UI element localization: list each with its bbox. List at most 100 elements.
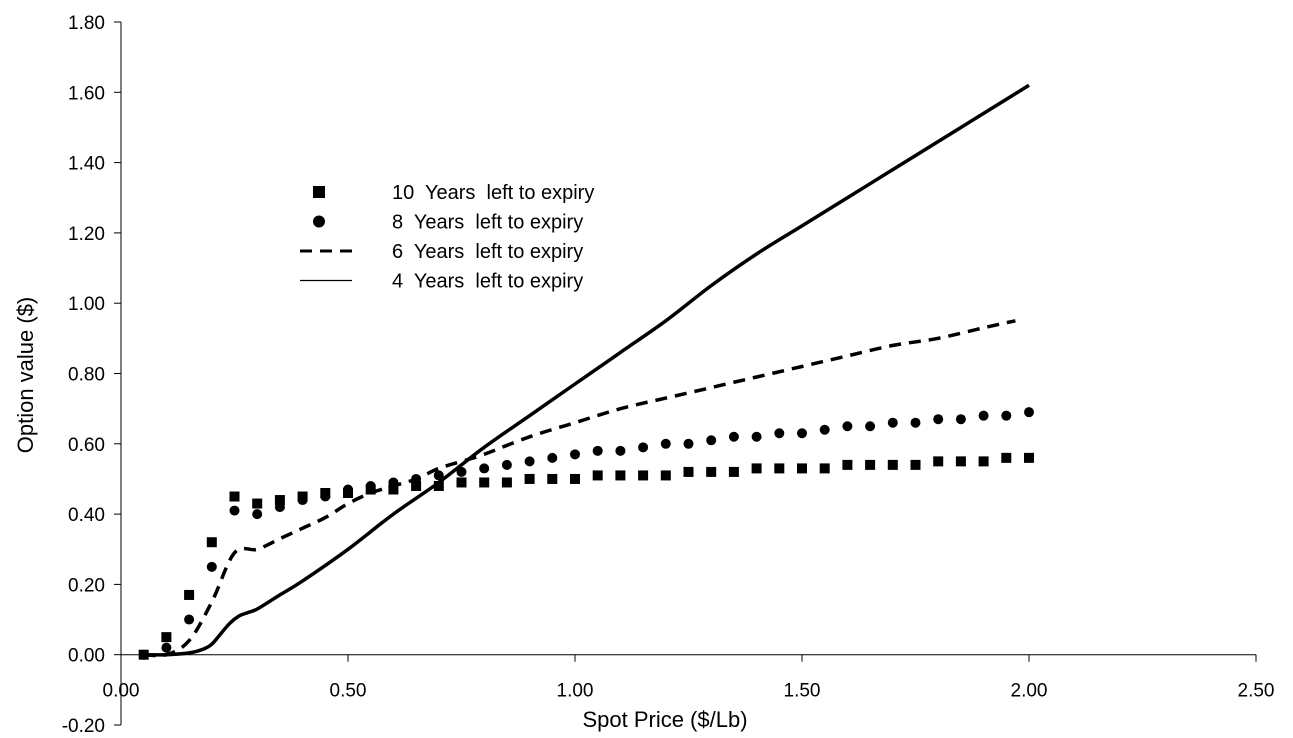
circle-marker <box>547 452 558 463</box>
circle-marker <box>501 459 512 470</box>
square-marker <box>910 459 921 470</box>
square-marker <box>1024 452 1034 463</box>
square-marker <box>184 589 195 600</box>
legend-label: 4 Years left to expiry <box>392 271 583 293</box>
circle-marker <box>229 505 240 516</box>
legend: 10 Years left to expiry 8 Years left to e… <box>300 182 594 293</box>
y-tick-label: 0.00 <box>68 646 105 667</box>
series-1 <box>138 452 1034 660</box>
circle-marker <box>1024 407 1034 418</box>
square-marker <box>388 484 399 495</box>
square-marker <box>547 473 558 484</box>
y-tick-label: 1.40 <box>68 154 105 175</box>
circle-marker <box>887 417 898 428</box>
y-tick-label: 1.80 <box>68 13 105 34</box>
square-marker <box>728 466 739 477</box>
square-marker <box>479 477 490 488</box>
square-marker <box>638 470 649 481</box>
square-marker <box>524 473 535 484</box>
circle-marker <box>365 480 376 491</box>
y-tick-label: 0.20 <box>68 575 105 596</box>
y-tick-label: 0.60 <box>68 435 105 456</box>
x-tick-label: 0.50 <box>330 681 367 702</box>
series-3 <box>143 319 1016 658</box>
circle-marker <box>161 642 172 653</box>
dashed-series-line <box>143 319 1016 658</box>
square-marker <box>660 470 671 481</box>
solid-series-line <box>143 83 1030 657</box>
square-marker <box>274 495 285 506</box>
square-marker <box>161 632 172 643</box>
square-marker <box>842 459 853 470</box>
square-marker <box>865 459 876 470</box>
legend-label: 10 Years left to expiry <box>392 182 594 204</box>
square-marker <box>887 459 898 470</box>
square-marker <box>978 456 989 467</box>
y-tick-label: 1.60 <box>68 83 105 104</box>
square-marker <box>570 473 580 484</box>
circle-marker <box>797 428 807 439</box>
square-marker <box>774 463 785 474</box>
circle-marker <box>274 502 285 513</box>
square-marker <box>955 456 966 467</box>
series-4 <box>143 83 1030 657</box>
legend-label: 6 Years left to expiry <box>392 241 583 263</box>
circle-marker <box>206 561 217 572</box>
circle-marker <box>343 484 353 495</box>
x-axis-label: Spot Price ($/Lb) <box>582 707 747 732</box>
square-marker <box>501 477 512 488</box>
y-axis: -0.20 0.00 0.20 0.40 0.60 0.80 1.00 1.20 1.40 1.6… <box>62 13 122 737</box>
x-tick-label: 2.50 <box>1238 681 1275 702</box>
legend-item: 4 Years left to expiry <box>300 271 583 293</box>
plot-area <box>138 83 1034 660</box>
square-marker <box>229 491 240 502</box>
legend-circle-marker <box>313 215 325 228</box>
circle-marker <box>660 438 671 449</box>
legend-square-marker <box>313 186 325 198</box>
circle-marker <box>865 421 876 432</box>
circle-marker <box>615 445 626 456</box>
circle-marker <box>978 410 989 421</box>
circle-marker <box>1001 410 1012 421</box>
circle-marker <box>297 495 308 506</box>
circle-marker <box>933 414 944 425</box>
square-marker <box>592 470 603 481</box>
circle-marker <box>252 509 263 520</box>
y-tick-label: -0.20 <box>62 716 105 737</box>
square-marker <box>411 480 422 491</box>
legend-item: 8 Years left to expiry <box>313 212 583 234</box>
circle-marker <box>706 435 717 446</box>
circle-marker <box>728 431 739 442</box>
y-tick-label: 1.20 <box>68 224 105 245</box>
legend-item: 10 Years left to expiry <box>313 182 594 204</box>
x-axis: 0.00 0.50 1.00 1.50 2.00 2.50 <box>103 654 1275 702</box>
circle-marker <box>320 491 331 502</box>
circle-marker <box>842 421 853 432</box>
circle-marker <box>570 449 580 460</box>
y-tick-label: 0.80 <box>68 365 105 386</box>
circle-marker <box>683 438 694 449</box>
legend-item: 6 Years left to expiry <box>300 241 583 263</box>
square-marker <box>206 537 217 548</box>
square-marker <box>706 466 717 477</box>
circle-marker <box>638 442 649 453</box>
x-tick-label: 2.00 <box>1011 681 1048 702</box>
circle-marker <box>592 445 603 456</box>
square-marker <box>252 498 263 509</box>
circle-marker <box>819 424 830 435</box>
circle-marker <box>456 466 467 477</box>
y-tick-label: 0.40 <box>68 505 105 526</box>
square-marker <box>1001 452 1012 463</box>
circle-marker <box>751 431 762 442</box>
circle-marker <box>774 428 785 439</box>
circle-marker <box>910 417 921 428</box>
square-marker <box>797 463 807 474</box>
square-marker <box>683 466 694 477</box>
x-tick-label: 0.00 <box>103 681 140 702</box>
x-tick-label: 1.00 <box>557 681 594 702</box>
x-tick-label: 1.50 <box>784 681 821 702</box>
square-marker <box>615 470 626 481</box>
circle-marker <box>184 614 195 625</box>
series-2 <box>138 407 1034 660</box>
